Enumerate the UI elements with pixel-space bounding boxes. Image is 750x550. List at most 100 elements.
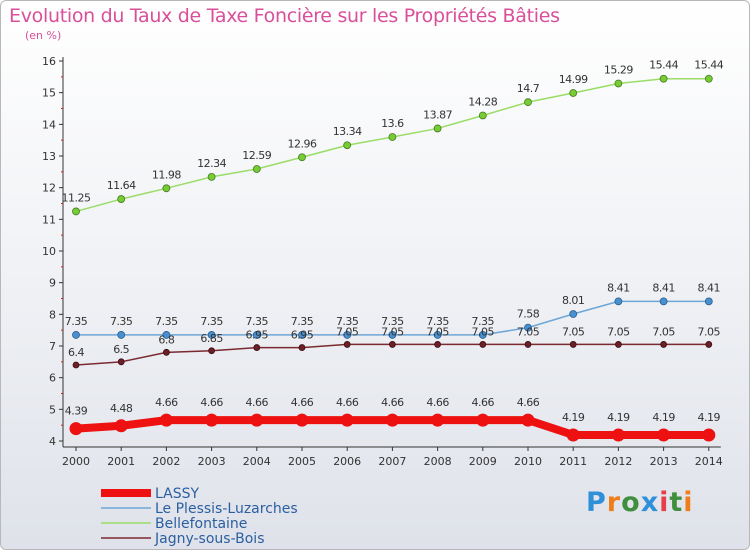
x-tick-label: 2011 (559, 455, 587, 468)
y-tick-label: 9 (49, 277, 56, 290)
data-label-jagny-sous-bois: 7.05 (426, 325, 449, 338)
data-label-bellefontaine: 13.87 (423, 108, 452, 121)
y-tick-label: 4 (49, 435, 56, 448)
data-label-le-plessis-luzarches: 7.58 (517, 308, 540, 321)
data-label-lassy: 4.66 (426, 396, 449, 409)
data-point-le-plessis-luzarches (298, 331, 306, 339)
data-label-lassy: 4.19 (652, 411, 675, 424)
data-label-lassy: 4.19 (607, 411, 630, 424)
data-point-lassy (476, 413, 490, 427)
x-tick-label: 2009 (469, 455, 497, 468)
data-label-le-plessis-luzarches: 8.41 (652, 281, 675, 294)
data-point-jagny-sous-bois (479, 341, 487, 348)
y-tick-label: 15 (42, 87, 56, 100)
y-tick-label: 8 (49, 308, 56, 321)
data-point-jagny-sous-bois (117, 358, 125, 366)
data-label-jagny-sous-bois: 7.05 (381, 325, 404, 338)
data-label-le-plessis-luzarches: 7.35 (200, 315, 223, 328)
data-point-le-plessis-luzarches (162, 331, 171, 339)
data-point-lassy (205, 413, 219, 427)
data-label-bellefontaine: 13.6 (381, 117, 404, 130)
data-point-bellefontaine (207, 172, 216, 181)
data-point-bellefontaine (433, 124, 442, 133)
x-tick-label: 2010 (514, 455, 542, 468)
data-label-jagny-sous-bois: 7.05 (652, 325, 675, 338)
data-label-le-plessis-luzarches: 8.41 (607, 281, 630, 294)
data-point-le-plessis-luzarches (343, 331, 352, 339)
data-label-le-plessis-luzarches: 7.35 (426, 315, 449, 328)
data-point-bellefontaine (162, 184, 171, 193)
data-label-bellefontaine: 14.7 (517, 82, 540, 95)
data-label-bellefontaine: 14.99 (559, 73, 588, 86)
y-tick-label: 14 (42, 118, 56, 131)
data-label-jagny-sous-bois: 6.4 (68, 346, 84, 359)
data-point-lassy (657, 428, 671, 442)
y-tick-label: 7 (49, 340, 56, 353)
data-point-bellefontaine (117, 195, 126, 203)
data-label-bellefontaine: 12.96 (288, 137, 317, 150)
unit-label: (en %) (25, 29, 62, 42)
data-label-jagny-sous-bois: 7.05 (698, 325, 721, 338)
data-point-bellefontaine (524, 98, 532, 107)
y-tick-label: 12 (42, 182, 56, 195)
data-label-bellefontaine: 15.29 (604, 63, 633, 76)
data-point-bellefontaine (704, 74, 713, 83)
data-label-le-plessis-luzarches: 7.35 (291, 315, 314, 328)
data-label-bellefontaine: 14.28 (468, 95, 497, 108)
data-point-lassy (566, 428, 580, 442)
data-point-lassy (295, 413, 309, 427)
data-label-lassy: 4.48 (110, 402, 133, 415)
data-label-le-plessis-luzarches: 8.41 (698, 281, 721, 294)
x-tick-label: 2005 (288, 455, 316, 468)
data-label-jagny-sous-bois: 7.05 (517, 325, 540, 338)
data-label-bellefontaine: 13.34 (333, 125, 362, 138)
data-label-lassy: 4.66 (517, 396, 540, 409)
data-label-jagny-sous-bois: 7.05 (336, 325, 359, 338)
data-point-le-plessis-luzarches (659, 297, 668, 306)
logo-letter: i (659, 487, 670, 518)
data-point-jagny-sous-bois (388, 341, 396, 348)
data-label-le-plessis-luzarches: 7.35 (155, 315, 178, 328)
legend-label-lassy: LASSY (155, 486, 199, 502)
x-tick-label: 2004 (243, 455, 271, 468)
data-label-le-plessis-luzarches: 7.35 (381, 315, 404, 328)
legend-label-le-plessis-luzarches: Le Plessis-Luzarches (155, 501, 298, 517)
x-tick-label: 2003 (198, 455, 226, 468)
logo-letter: r (606, 487, 622, 518)
data-label-le-plessis-luzarches: 7.35 (110, 315, 133, 328)
data-point-lassy (385, 413, 399, 427)
y-tick-label: 13 (42, 150, 56, 163)
data-label-jagny-sous-bois: 6.95 (291, 329, 314, 342)
data-point-le-plessis-luzarches (704, 297, 713, 306)
data-label-lassy: 4.66 (246, 396, 269, 409)
data-point-bellefontaine (478, 111, 487, 120)
data-point-jagny-sous-bois (434, 341, 442, 348)
x-tick-label: 2000 (62, 455, 90, 468)
data-point-lassy (340, 413, 354, 427)
data-point-jagny-sous-bois (705, 341, 713, 348)
logo-letter: i (683, 487, 694, 518)
legend-label-bellefontaine: Bellefontaine (155, 516, 247, 532)
data-point-le-plessis-luzarches (117, 331, 126, 339)
data-label-jagny-sous-bois: 7.05 (562, 325, 585, 338)
y-tick-label: 10 (42, 245, 56, 258)
logo-letter: x (640, 487, 660, 518)
proxiti-logo: Proxiti (586, 487, 694, 518)
data-point-jagny-sous-bois (524, 341, 532, 348)
data-label-jagny-sous-bois: 6.8 (158, 333, 174, 346)
data-label-lassy: 4.66 (381, 396, 404, 409)
data-point-jagny-sous-bois (569, 341, 577, 348)
data-label-jagny-sous-bois: 7.05 (607, 325, 630, 338)
data-point-jagny-sous-bois (660, 341, 667, 348)
x-tick-label: 2012 (604, 455, 632, 468)
data-label-lassy: 4.66 (291, 396, 314, 409)
data-label-jagny-sous-bois: 6.5 (113, 343, 129, 356)
data-point-jagny-sous-bois (615, 341, 622, 348)
x-tick-label: 2008 (424, 455, 452, 468)
data-point-bellefontaine (569, 89, 578, 97)
data-point-le-plessis-luzarches (252, 331, 261, 339)
data-point-le-plessis-luzarches (433, 331, 442, 339)
data-label-le-plessis-luzarches: 7.35 (336, 315, 359, 328)
